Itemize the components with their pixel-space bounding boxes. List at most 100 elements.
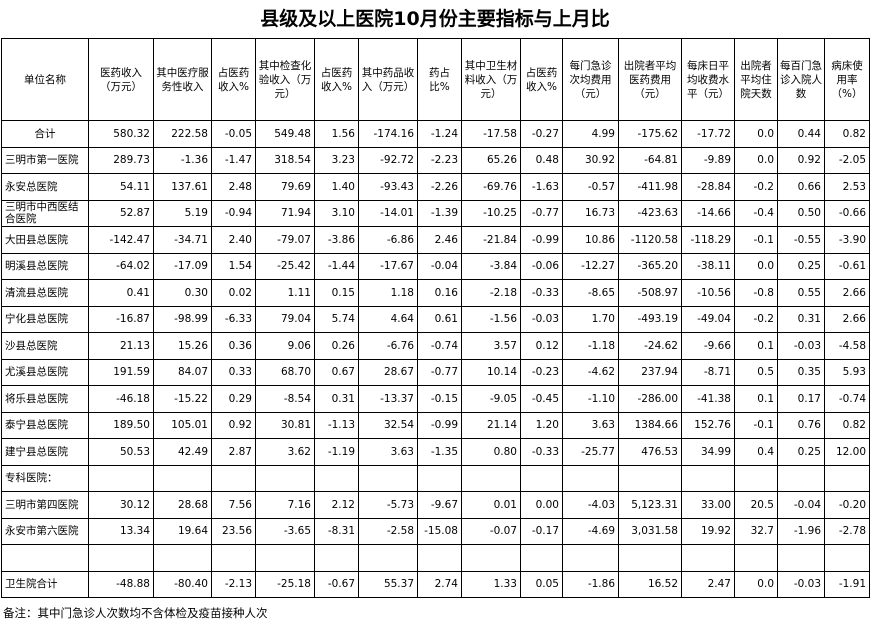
cell: 2.66	[824, 305, 870, 333]
cell: 0.05	[520, 570, 563, 598]
cell: 21.13	[88, 332, 154, 360]
cell: -4.03	[562, 491, 619, 519]
cell: 2.87	[211, 438, 256, 466]
cell: 289.73	[88, 146, 154, 174]
row-label: 大田县总医院	[1, 226, 89, 254]
cell: -10.25	[461, 199, 521, 227]
cell: 79.04	[255, 305, 315, 333]
header-cell: 病床使用率（%）	[824, 38, 870, 121]
cell: -49.04	[681, 305, 735, 333]
cell: 3.62	[255, 438, 315, 466]
table-row: 宁化县总医院 -16.87 -98.99 -6.33 79.04 5.74 4.64 0.61…	[1, 305, 870, 333]
cell: -0.99	[417, 411, 462, 439]
cell: -0.04	[777, 491, 825, 519]
cell: -0.55	[777, 226, 825, 254]
cell	[255, 544, 315, 572]
cell: -64.02	[88, 252, 154, 280]
cell: 2.53	[824, 173, 870, 201]
cell: 3.63	[562, 411, 619, 439]
cell	[681, 464, 735, 492]
cell: -0.8	[734, 279, 778, 307]
header-cell: 单位名称	[1, 38, 89, 121]
cell: -0.74	[824, 385, 870, 413]
cell: 0.33	[211, 358, 256, 386]
cell: -6.86	[358, 226, 418, 254]
cell: -3.84	[461, 252, 521, 280]
cell: -1.44	[314, 252, 359, 280]
cell: -80.40	[153, 570, 212, 598]
cell	[1, 544, 89, 572]
row-label: 尤溪县总医院	[1, 358, 89, 386]
cell: 1.56	[314, 120, 359, 148]
cell: 55.37	[358, 570, 418, 598]
cell: 2.74	[417, 570, 462, 598]
cell	[358, 544, 418, 572]
cell: 2.66	[824, 279, 870, 307]
row-label: 泰宁县总医院	[1, 411, 89, 439]
cell: -508.97	[618, 279, 682, 307]
cell: 0.01	[461, 491, 521, 519]
cell	[681, 544, 735, 572]
cell: 71.94	[255, 199, 315, 227]
cell: 30.12	[88, 491, 154, 519]
cell: -48.88	[88, 570, 154, 598]
cell: -6.33	[211, 305, 256, 333]
cell: 0.76	[777, 411, 825, 439]
row-label: 永安总医院	[1, 173, 89, 201]
cell: -8.71	[681, 358, 735, 386]
cell: -1120.58	[618, 226, 682, 254]
cell: 3.63	[358, 438, 418, 466]
cell: -0.03	[520, 305, 563, 333]
cell: 7.56	[211, 491, 256, 519]
cell	[562, 464, 619, 492]
table-row: 单位名称 医药收入（万元） 其中医疗服务性收入 占医药收入% 其中检查化验收入（万元）占…	[1, 38, 870, 121]
cell: 5.93	[824, 358, 870, 386]
cell: -0.77	[520, 199, 563, 227]
cell: -0.67	[314, 570, 359, 598]
cell: 549.48	[255, 120, 315, 148]
cell: 21.14	[461, 411, 521, 439]
cell: 2.40	[211, 226, 256, 254]
table-row: 泰宁县总医院 189.50 105.01 0.92 30.81 -1.13 32.54 -0.…	[1, 411, 870, 439]
cell: -9.89	[681, 146, 735, 174]
cell: -46.18	[88, 385, 154, 413]
cell: 16.52	[618, 570, 682, 598]
table-row: 将乐县总医院 -46.18 -15.22 0.29 -8.54 0.31 -13.37 -0.…	[1, 385, 870, 413]
cell: 12.00	[824, 438, 870, 466]
cell	[88, 544, 154, 572]
cell: -24.62	[618, 332, 682, 360]
cell	[461, 464, 521, 492]
section-label: 专科医院：	[1, 464, 89, 492]
cell: -1.39	[417, 199, 462, 227]
table-row: 永安总医院 54.11 137.61 2.48 79.69 1.40 -93.43 -2.26…	[1, 173, 870, 201]
cell: -9.67	[417, 491, 462, 519]
cell: -8.54	[255, 385, 315, 413]
header-cell: 其中医疗服务性收入	[153, 38, 212, 121]
cell: 2.12	[314, 491, 359, 519]
cell: -21.84	[461, 226, 521, 254]
cell: -118.29	[681, 226, 735, 254]
cell: 79.69	[255, 173, 315, 201]
cell: 1.11	[255, 279, 315, 307]
cell: 0.0	[734, 570, 778, 598]
cell: -0.74	[417, 332, 462, 360]
cell: -0.4	[734, 199, 778, 227]
cell: 3,031.58	[618, 517, 682, 545]
cell: -0.45	[520, 385, 563, 413]
cell: -0.77	[417, 358, 462, 386]
header-cell: 占医药收入%	[520, 38, 563, 121]
cell: 0.17	[777, 385, 825, 413]
cell: -1.91	[824, 570, 870, 598]
cell: 0.82	[824, 120, 870, 148]
cell: -0.1	[734, 226, 778, 254]
cell: 42.49	[153, 438, 212, 466]
cell: -2.58	[358, 517, 418, 545]
cell: 0.25	[777, 438, 825, 466]
table-row: 永安市第六医院 13.34 19.64 23.56 -3.65 -8.31 -2.58 -15…	[1, 517, 870, 545]
cell: -34.71	[153, 226, 212, 254]
cell: -0.23	[520, 358, 563, 386]
cell: 0.80	[461, 438, 521, 466]
cell: 20.5	[734, 491, 778, 519]
row-label: 清流县总医院	[1, 279, 89, 307]
